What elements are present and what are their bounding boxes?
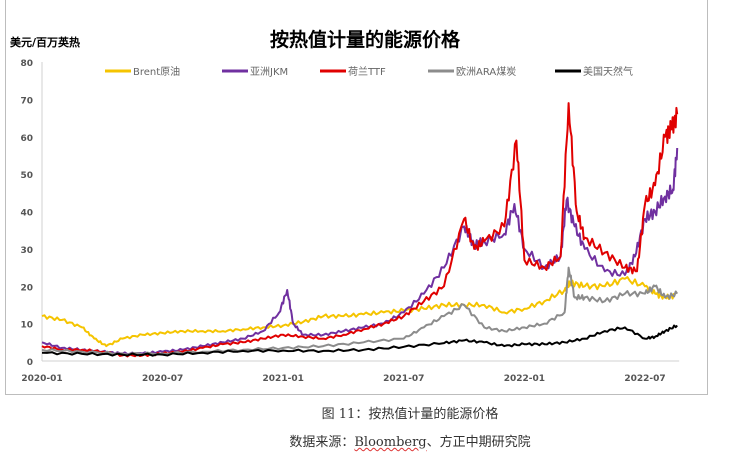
legend-label: 欧洲ARA煤炭 (456, 65, 516, 78)
legend-label: Brent原油 (133, 65, 180, 78)
x-tick-label: 2022-01 (504, 374, 545, 384)
y-tick-label: 50 (20, 171, 33, 181)
legend-label: 亚洲JKM (250, 66, 288, 78)
source-brand: Bloomberg (354, 435, 427, 450)
x-tick-label: 2022-07 (624, 374, 665, 384)
legend-label: 美国天然气 (583, 65, 633, 78)
series-line-3 (41, 266, 679, 356)
y-tick-label: 80 (20, 59, 33, 69)
y-tick-label: 40 (20, 209, 33, 219)
legend-label: 荷兰TTF (348, 65, 386, 78)
series-line-2 (41, 102, 679, 358)
x-tick-label: 2021-07 (383, 374, 424, 384)
x-tick-label: 2020-07 (142, 374, 183, 384)
figure-caption: 图 11：按热值计量的能源价格 (321, 407, 499, 422)
series-line-0 (41, 276, 676, 348)
chart-title: 按热值计量的能源价格 (270, 28, 461, 51)
y-tick-label: 30 (20, 246, 33, 256)
y-tick-label: 70 (20, 96, 33, 106)
y-tick-label: 60 (20, 134, 33, 144)
y-tick-label: 0 (27, 358, 33, 368)
x-tick-label: 2020-01 (21, 374, 62, 384)
figure-source: 数据来源：Bloomberg、方正中期研究院 (0, 431, 730, 450)
series-line-4 (41, 324, 678, 357)
x-tick-label: 2021-01 (263, 374, 304, 384)
source-suffix: 、方正中期研究院 (426, 435, 531, 450)
chart-frame (5, 0, 708, 395)
source-prefix: 数据来源： (289, 435, 355, 450)
y-axis-label: 美元/百万英热 (10, 35, 80, 49)
energy-price-chart: 按热值计量的能源价格 美元/百万英热 0 10 20 30 40 50 60 70 80 2020-0… (10, 28, 680, 384)
series-line-1 (41, 147, 679, 356)
y-tick-label: 10 (20, 321, 33, 331)
y-tick-label: 20 (20, 283, 33, 293)
